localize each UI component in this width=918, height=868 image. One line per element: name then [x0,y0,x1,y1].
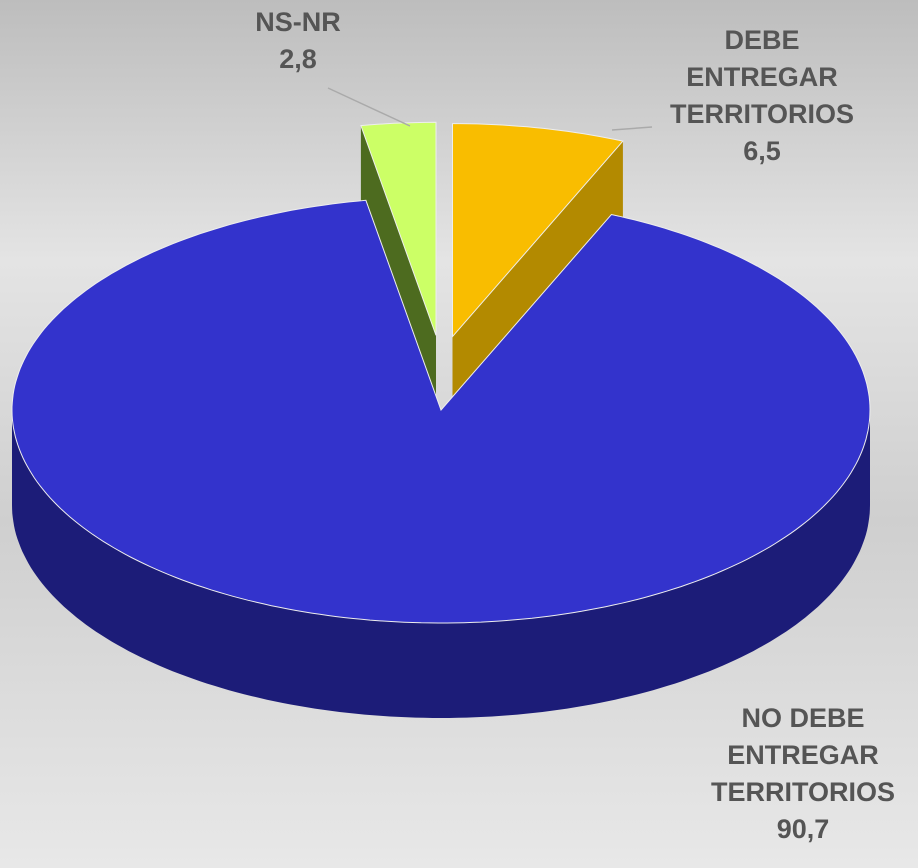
value-label: 90,7 [688,811,918,848]
category-label: NO DEBE ENTREGAR TERRITORIOS [688,700,918,811]
leader-line [328,88,410,126]
page: NS-NR 2,8 DEBE ENTREGAR TERRITORIOS 6,5 … [0,0,918,868]
data-label: NS-NR 2,8 [183,4,413,78]
category-label: NS-NR [183,4,413,41]
data-label: DEBE ENTREGAR TERRITORIOS 6,5 [647,22,877,170]
value-label: 6,5 [647,133,877,170]
slice [12,200,870,623]
pie [12,122,870,718]
value-label: 2,8 [183,41,413,78]
data-label: NO DEBE ENTREGAR TERRITORIOS 90,7 [688,700,918,848]
leader-line [612,127,652,130]
category-label: DEBE ENTREGAR TERRITORIOS [647,22,877,133]
